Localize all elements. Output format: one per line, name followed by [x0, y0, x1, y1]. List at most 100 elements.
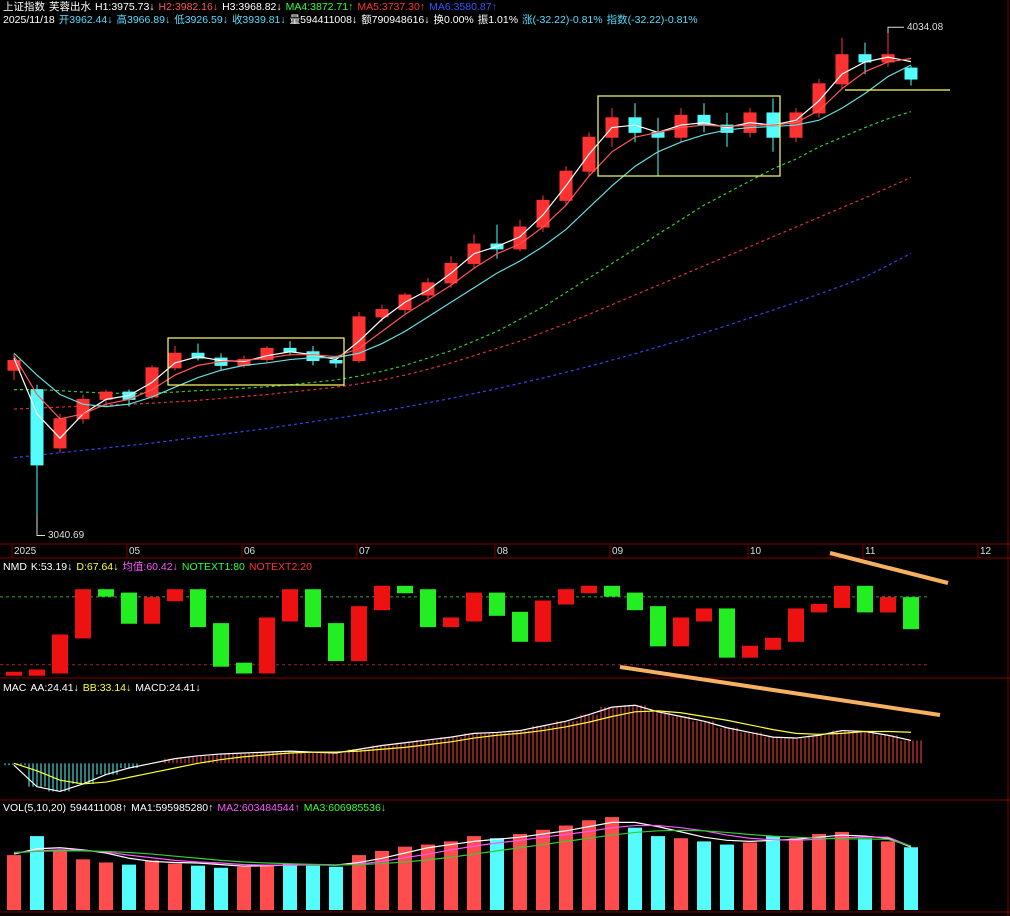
macd-bar	[623, 705, 647, 764]
series-line	[13, 57, 912, 420]
k-block	[742, 645, 758, 658]
k-block	[581, 585, 597, 594]
volume-bar	[7, 855, 21, 910]
series-line	[13, 821, 912, 867]
x-tick-label: 10	[750, 546, 762, 557]
series-line	[13, 824, 912, 866]
volume-bar	[605, 817, 619, 910]
candle-body	[904, 67, 918, 80]
macd-bar	[25, 763, 49, 787]
volume-bar	[168, 863, 182, 910]
legend-item: 2025/11/18	[3, 14, 55, 26]
legend-item: MA6:3580.87↑	[429, 1, 497, 13]
volume-bar	[628, 827, 642, 910]
k-block	[420, 589, 436, 628]
k-block	[213, 623, 229, 667]
series-line	[13, 252, 912, 459]
k-block	[305, 589, 321, 628]
highlight-box	[167, 337, 345, 386]
x-tick-label: 07	[359, 546, 371, 557]
volume-bar	[237, 866, 251, 910]
macd-bar	[669, 716, 693, 764]
k-block	[558, 589, 574, 605]
legend-item: 额790948616↓	[361, 14, 430, 26]
macd-bar	[531, 725, 555, 764]
volume-bar	[53, 850, 67, 910]
candle-body	[835, 54, 849, 85]
macd-bar	[738, 732, 762, 764]
volume-bar	[145, 860, 159, 910]
macd-bar	[324, 753, 348, 764]
macd-bar	[301, 752, 325, 764]
k-block	[98, 589, 114, 597]
volume-bar	[398, 846, 412, 910]
k-block	[604, 585, 620, 597]
k-block	[328, 623, 344, 662]
volume-bar	[697, 841, 711, 910]
k-block	[282, 589, 298, 622]
macd-bar	[255, 752, 279, 764]
volume-bar	[513, 834, 527, 910]
volume-bar	[674, 838, 688, 910]
volume-bar	[835, 831, 849, 910]
series-line	[14, 111, 912, 395]
trend-line	[619, 665, 941, 717]
legend-item: 594411008↑	[70, 802, 128, 814]
candle-body	[260, 347, 274, 361]
candle-body	[168, 352, 182, 369]
candle-body	[812, 83, 826, 114]
legend-item: MA1:595985280↑	[131, 802, 214, 814]
k-block	[880, 597, 896, 613]
legend-item: MAC	[3, 682, 27, 694]
macd-bar	[600, 707, 624, 764]
k-block	[75, 589, 91, 639]
macd-bar	[876, 735, 900, 764]
macd-bar	[899, 740, 923, 764]
macd-bar	[508, 730, 532, 764]
legend-item: BB:33.14↓	[82, 682, 132, 694]
macd-bar	[186, 755, 210, 764]
x-tick-label: 09	[612, 546, 624, 557]
macd-bar	[485, 732, 509, 764]
leader-line	[887, 26, 904, 34]
macd-bar	[462, 733, 486, 764]
legend-item: D:67.64↓	[76, 561, 119, 573]
k-block	[52, 634, 68, 674]
series-line	[13, 710, 912, 785]
volume-bar	[30, 836, 44, 910]
k-block	[673, 617, 689, 647]
volume-bar	[582, 820, 596, 910]
highlight-box	[597, 95, 781, 177]
series-line	[13, 829, 912, 866]
macd-bar	[830, 730, 854, 764]
volume-bar	[99, 862, 113, 910]
macd-bar	[209, 753, 233, 764]
x-tick-label: 11	[865, 546, 876, 557]
volume-bar	[743, 842, 757, 910]
volume-bar	[881, 841, 895, 910]
legend-item: MA5:3737.30↑	[357, 1, 426, 13]
macd-bar	[2, 763, 26, 766]
k-block	[144, 597, 160, 624]
macd-bar	[646, 711, 670, 764]
legend-item: NOTEXT1:80	[181, 561, 245, 573]
series-line	[13, 704, 912, 793]
legend-item: MA4:3872.71↑	[285, 1, 354, 13]
macd-bar	[692, 721, 716, 764]
k-block	[443, 617, 459, 628]
high-label: 4034.08	[907, 22, 944, 33]
k-block	[236, 662, 252, 674]
x-tick-label: 06	[244, 546, 256, 557]
candle-body	[513, 226, 527, 250]
low-label: 3040.69	[48, 530, 85, 541]
legend-item: H2:3982.16↓	[158, 1, 219, 13]
macd-bar	[715, 727, 739, 764]
legend-row: 2025/11/18 开3962.44↓ 高3966.89↓ 低3926.59↓ 收39…	[3, 14, 702, 26]
k-block	[512, 611, 528, 642]
x-tick-label: 08	[497, 546, 509, 557]
candle-body	[329, 360, 343, 364]
legend-item: 开3962.44↓	[58, 14, 113, 26]
volume-bar	[283, 863, 297, 910]
